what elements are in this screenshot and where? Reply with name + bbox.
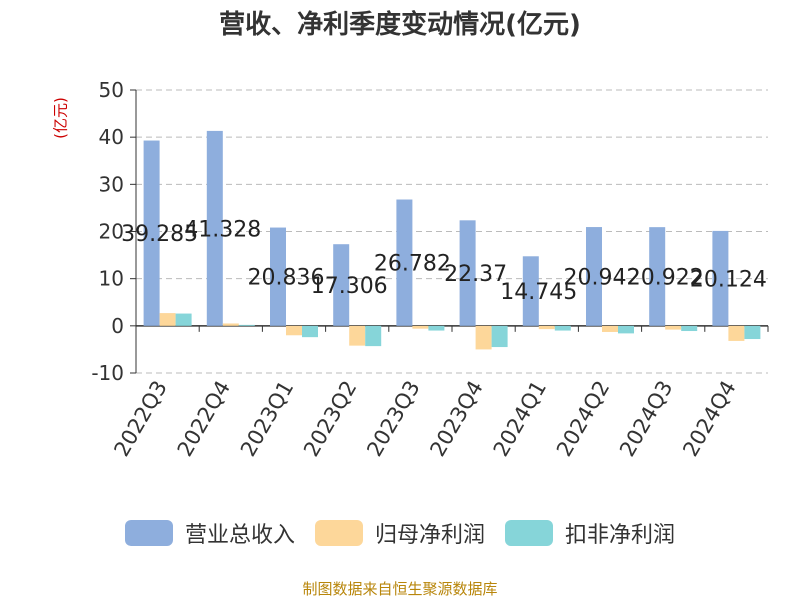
x-tick-label: 2022Q3 bbox=[109, 377, 171, 461]
bar-net-profit bbox=[538, 325, 555, 330]
legend-swatch-revenue bbox=[124, 520, 173, 546]
bar-deducted-profit bbox=[491, 325, 508, 348]
x-tick-label: 2023Q3 bbox=[362, 377, 424, 461]
legend: 营业总收入 归母净利润 扣非净利润 bbox=[0, 517, 800, 549]
bar-revenue bbox=[459, 220, 476, 326]
legend-item-deducted-profit[interactable]: 扣非净利润 bbox=[505, 517, 675, 549]
legend-item-net-profit[interactable]: 归母净利润 bbox=[314, 517, 485, 549]
bar-net-profit bbox=[475, 325, 492, 350]
legend-label-net-profit: 归母净利润 bbox=[374, 523, 485, 548]
bar-revenue bbox=[143, 140, 160, 326]
bar-net-profit bbox=[728, 325, 745, 341]
x-tick-label: 2024Q3 bbox=[615, 377, 677, 461]
legend-swatch-net-profit bbox=[314, 520, 363, 546]
data-label: 20.922 bbox=[627, 265, 704, 290]
data-label: 17.306 bbox=[311, 274, 388, 299]
data-label: 20.836 bbox=[248, 266, 325, 291]
y-tick-label: -10 bbox=[91, 361, 124, 385]
bar-net-profit bbox=[349, 325, 366, 346]
x-tick-label: 2024Q2 bbox=[552, 377, 614, 461]
x-tick-label: 2023Q2 bbox=[299, 377, 361, 461]
bar-deducted-profit bbox=[238, 324, 255, 326]
source-note: 制图数据来自恒生聚源数据库 bbox=[302, 580, 498, 598]
legend-label-revenue: 营业总收入 bbox=[184, 523, 295, 548]
bar-deducted-profit bbox=[554, 325, 571, 331]
bar-deducted-profit bbox=[618, 325, 634, 334]
bar-revenue bbox=[522, 256, 539, 326]
legend-label-deducted-profit: 扣非净利润 bbox=[565, 523, 676, 548]
data-label: 20.124 bbox=[690, 267, 767, 292]
bar-net-profit bbox=[286, 325, 302, 336]
bar-revenue bbox=[396, 199, 413, 326]
data-label: 39.285 bbox=[121, 222, 198, 247]
bar-revenue bbox=[712, 230, 729, 326]
y-tick-label: 50 bbox=[99, 78, 124, 102]
bar-deducted-profit bbox=[428, 325, 445, 331]
x-tick-label: 2024Q1 bbox=[489, 377, 551, 461]
bar-deducted-profit bbox=[744, 325, 761, 340]
legend-item-revenue[interactable]: 营业总收入 bbox=[124, 517, 295, 549]
y-tick-label: 40 bbox=[99, 125, 124, 149]
bar-net-profit bbox=[412, 325, 429, 329]
bar-net-profit bbox=[602, 325, 618, 332]
bar-deducted-profit bbox=[302, 325, 318, 338]
bar-revenue bbox=[586, 227, 602, 326]
bar-revenue bbox=[649, 227, 666, 326]
x-tick-label: 2023Q1 bbox=[236, 377, 298, 461]
bar-net-profit bbox=[159, 313, 176, 326]
data-label: 22.37 bbox=[444, 262, 507, 287]
data-label: 41.328 bbox=[184, 217, 261, 242]
y-tick-label: 10 bbox=[99, 267, 124, 291]
x-tick-label: 2023Q4 bbox=[425, 376, 487, 460]
x-tick-label: 2022Q4 bbox=[173, 377, 235, 461]
chart-title: 营收、净利季度变动情况(亿元) bbox=[219, 10, 581, 40]
data-label: 20.942 bbox=[564, 265, 641, 290]
bar-revenue bbox=[333, 244, 350, 326]
bar-net-profit bbox=[665, 325, 682, 330]
y-tick-label: 30 bbox=[99, 172, 124, 196]
data-label: 14.745 bbox=[500, 280, 577, 305]
x-tick-label: 2024Q4 bbox=[678, 377, 740, 461]
bar-revenue bbox=[206, 130, 223, 326]
legend-swatch-deducted-profit bbox=[505, 520, 553, 546]
bar-net-profit bbox=[222, 323, 239, 326]
bar-revenue bbox=[270, 227, 286, 326]
y-tick-label: 0 bbox=[111, 314, 124, 338]
data-label: 26.782 bbox=[374, 252, 451, 277]
bar-deducted-profit bbox=[175, 313, 192, 326]
bar-deducted-profit bbox=[681, 325, 698, 332]
bar-deducted-profit bbox=[365, 325, 382, 347]
y-tick-label: 20 bbox=[99, 220, 124, 244]
